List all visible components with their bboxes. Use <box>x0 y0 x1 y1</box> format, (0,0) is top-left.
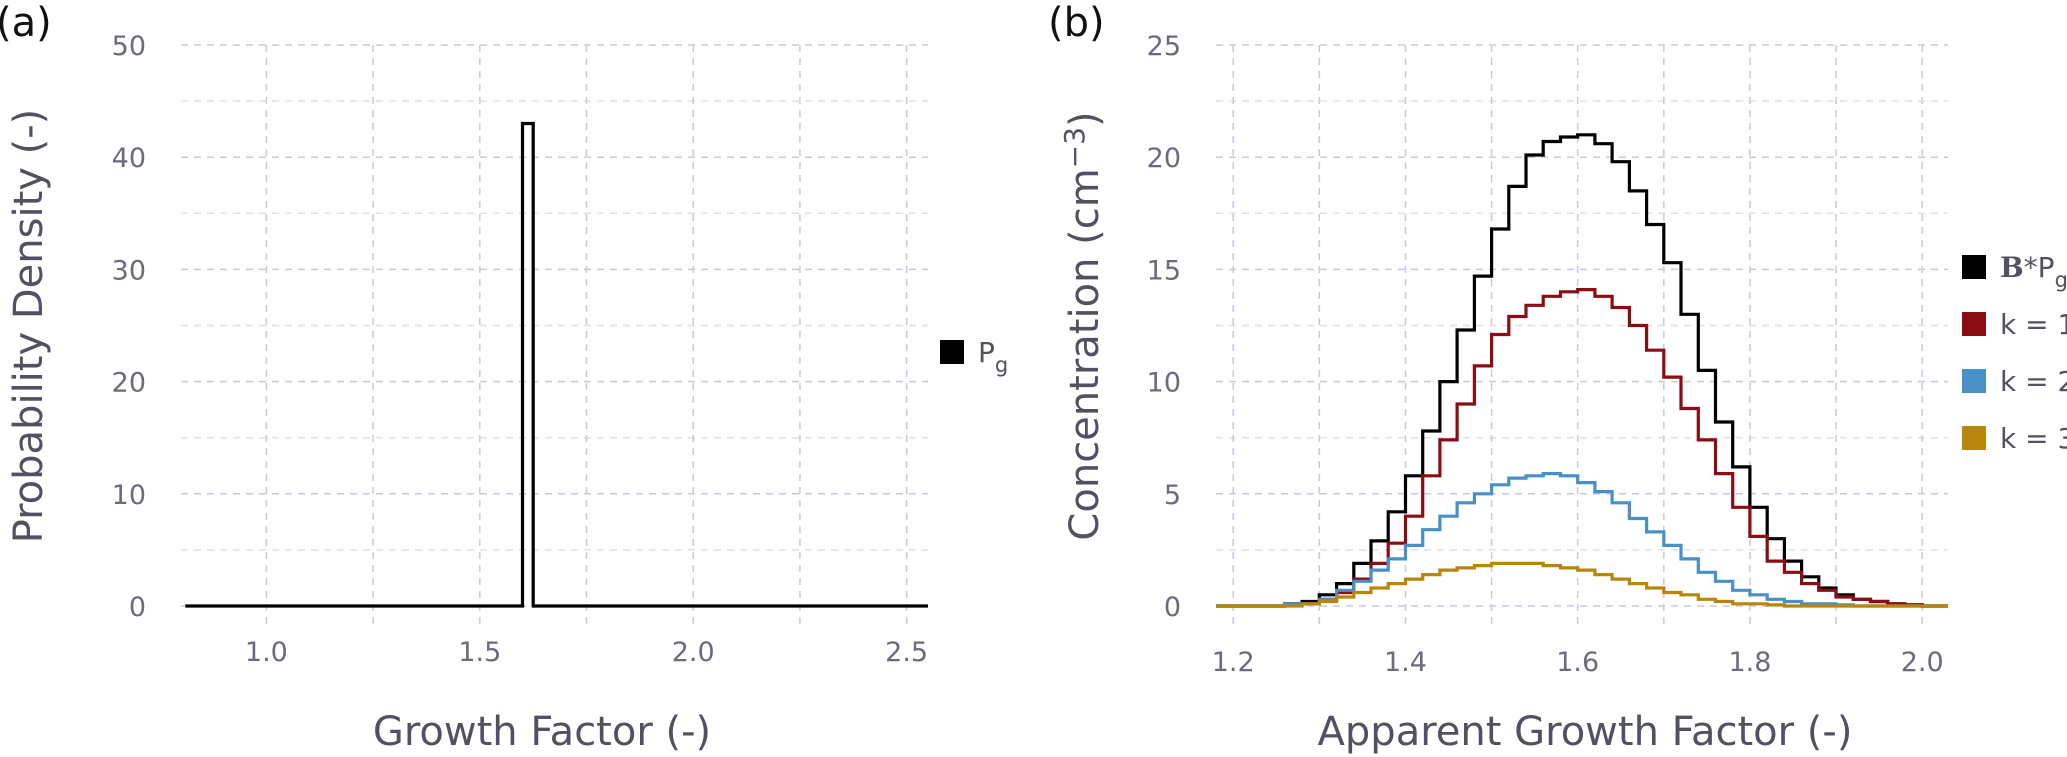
x-tick-label: 2.0 <box>672 637 715 668</box>
y-tick-label: 15 <box>1147 255 1181 286</box>
x-tick-label: 2.5 <box>885 637 928 668</box>
legend-swatch-4 <box>1962 426 1986 450</box>
panel-b-y-axis-label-end: ) <box>1062 111 1108 127</box>
legend-label-pg-main: P <box>978 336 995 369</box>
y-tick-label: 10 <box>112 480 146 511</box>
series-line-3 <box>1216 472 1948 608</box>
x-tick-label: 1.2 <box>1212 647 1255 678</box>
legend-label-2: k = 1 <box>2000 308 2067 341</box>
legend-label-1: B*Pg <box>2000 251 2067 292</box>
legend-label-pg-sub: g <box>995 353 1008 377</box>
y-tick-label: 0 <box>129 592 146 623</box>
legend-label-main: k = 1 <box>2000 308 2067 341</box>
panel-a: (a) 0 10 20 30 40 50 1.0 1.5 2.0 2.5 Growth Fact… <box>0 0 1008 755</box>
y-tick-label: 20 <box>1147 143 1181 174</box>
legend-swatch-pg <box>940 340 964 364</box>
legend-label-main: k = 2 <box>2000 365 2067 398</box>
y-tick-label: 20 <box>112 368 146 399</box>
panel-b-label: (b) <box>1048 0 1105 46</box>
legend-swatch-3 <box>1962 369 1986 393</box>
panel-b-legend: B*Pg k = 1 k = 2 k = 3 <box>1962 251 2067 455</box>
y-tick-label: 10 <box>1147 368 1181 399</box>
panel-a-x-axis-label: Growth Factor (-) <box>373 709 711 755</box>
legend-label-main: k = 3 <box>2000 422 2067 455</box>
panel-a-series <box>185 121 928 608</box>
legend-swatch-2 <box>1962 312 1986 336</box>
y-tick-label: 40 <box>112 143 146 174</box>
panel-a-y-axis-label: Probability Density (-) <box>6 109 52 544</box>
panel-b-y-axis-label-sup: −3 <box>1058 127 1091 168</box>
series-line-2 <box>1216 288 1948 608</box>
y-tick-label: 25 <box>1147 31 1181 62</box>
y-tick-label: 50 <box>112 31 146 62</box>
panel-b-x-axis-label: Apparent Growth Factor (-) <box>1318 709 1853 755</box>
x-tick-label: 1.0 <box>245 637 288 668</box>
y-tick-label: 30 <box>112 255 146 286</box>
series-line-4 <box>1216 561 1948 608</box>
y-tick-label: 0 <box>1164 592 1181 623</box>
panel-b-y-axis-label: Concentration (cm−3) <box>1058 111 1108 540</box>
legend-label-sub: g <box>2055 268 2067 292</box>
panel-b-grid <box>1216 44 1948 624</box>
panel-b-series <box>1216 133 1948 608</box>
panel-b-x-ticks: 1.2 1.4 1.6 1.8 2.0 <box>1212 647 1944 678</box>
legend-label-3: k = 2 <box>2000 365 2067 398</box>
series-line-1 <box>185 121 928 608</box>
series-line-1 <box>1216 133 1948 608</box>
legend-label-pg: Pg <box>978 336 1008 377</box>
panel-b-y-ticks: 0 5 10 15 20 25 <box>1147 31 1181 623</box>
x-tick-label: 1.5 <box>458 637 501 668</box>
x-tick-label: 2.0 <box>1901 647 1944 678</box>
panel-a-x-ticks: 1.0 1.5 2.0 2.5 <box>245 637 928 668</box>
panel-a-y-ticks: 0 10 20 30 40 50 <box>112 31 146 623</box>
legend-label-4: k = 3 <box>2000 422 2067 455</box>
legend-label-main: *P <box>2024 251 2055 284</box>
panel-a-legend: Pg <box>940 336 1008 377</box>
x-tick-label: 1.8 <box>1728 647 1771 678</box>
x-tick-label: 1.4 <box>1384 647 1427 678</box>
panel-a-label: (a) <box>0 0 52 46</box>
y-tick-label: 5 <box>1164 480 1181 511</box>
x-tick-label: 1.6 <box>1556 647 1599 678</box>
legend-label-bold: B <box>2000 251 2024 284</box>
panel-b-y-axis-label-main: Concentration (cm <box>1062 168 1108 540</box>
panel-a-grid <box>181 44 928 624</box>
panel-b: (b) 0 5 10 15 20 25 1.2 1.4 1.6 1.8 2.0 Apparent … <box>1048 0 2067 755</box>
legend-swatch-1 <box>1962 255 1986 279</box>
